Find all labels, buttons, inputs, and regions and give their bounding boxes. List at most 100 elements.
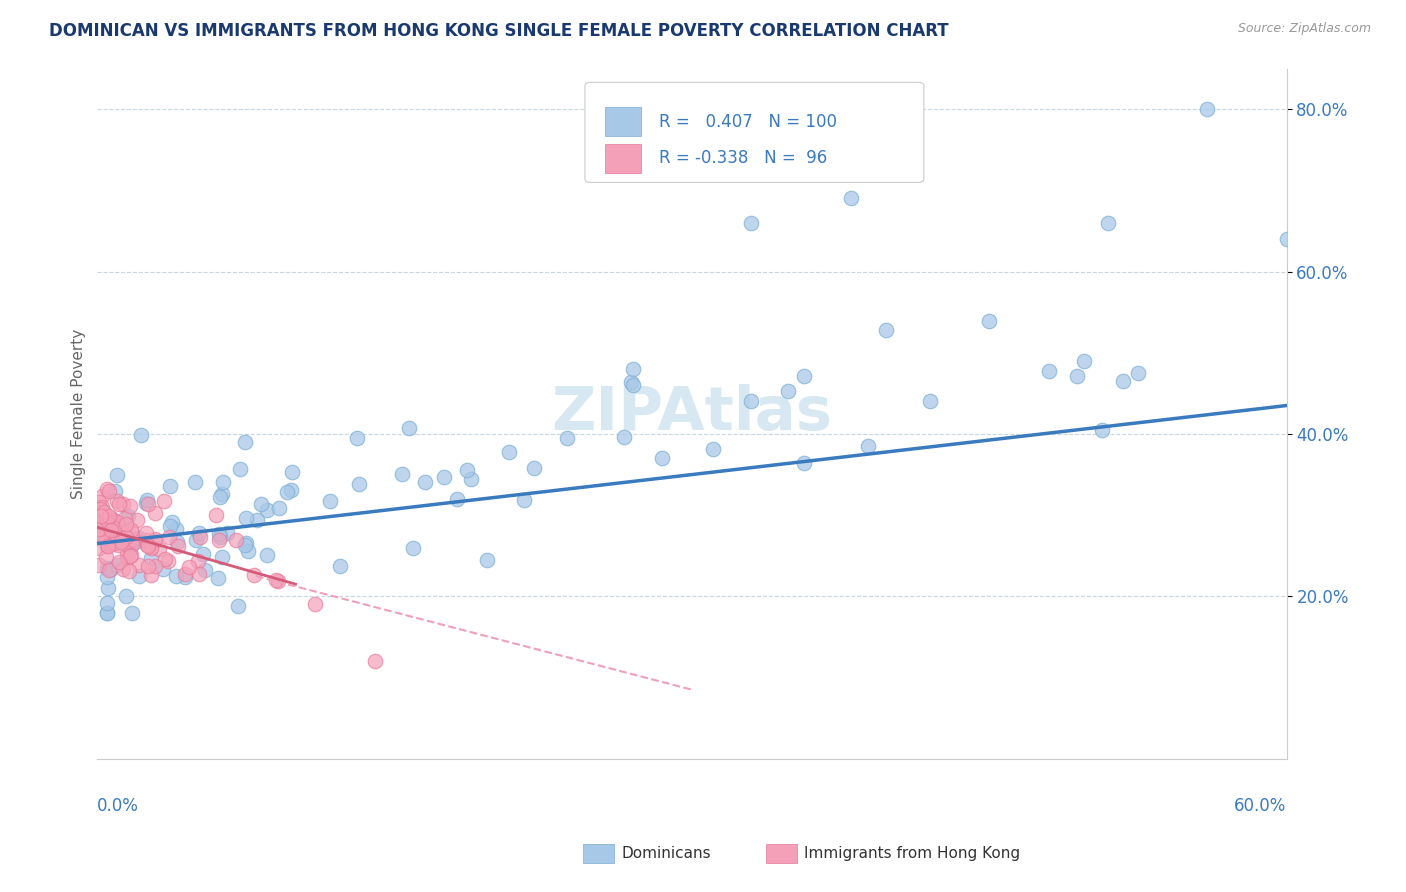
Point (89, 503, 111, 517)
Point (118, 499, 141, 513)
Point (208, 490, 231, 504)
Point (89, 520, 111, 534)
Point (456, 463, 478, 477)
Point (460, 472, 482, 486)
Point (1197, 102, 1219, 116)
Point (107, 538, 129, 552)
Point (110, 534, 132, 549)
Point (174, 566, 197, 581)
Point (93, 505, 115, 519)
Point (211, 549, 233, 564)
Point (121, 537, 143, 551)
Point (778, 384, 800, 399)
Point (153, 552, 176, 566)
FancyBboxPatch shape (585, 82, 924, 182)
Point (432, 470, 454, 484)
Point (228, 462, 250, 476)
Point (267, 501, 290, 516)
Point (165, 568, 187, 582)
Point (159, 479, 181, 493)
Point (243, 568, 266, 582)
Point (96, 570, 118, 584)
Point (276, 485, 298, 500)
Point (702, 442, 724, 456)
Point (475, 553, 498, 567)
Point (1097, 216, 1119, 230)
Point (159, 518, 181, 533)
Point (446, 491, 468, 506)
Text: R =   0.407   N = 100: R = 0.407 N = 100 (658, 112, 837, 130)
Point (94, 531, 117, 545)
Point (136, 497, 159, 511)
Point (104, 532, 127, 546)
Point (96, 538, 118, 552)
Point (89, 515, 111, 529)
Point (117, 537, 139, 551)
Point (651, 451, 673, 466)
Point (96, 606, 118, 620)
Point (205, 508, 228, 523)
Point (101, 513, 124, 527)
Point (153, 493, 176, 508)
Point (100, 510, 122, 524)
Point (256, 548, 278, 562)
Text: DOMINICAN VS IMMIGRANTS FROM HONG KONG SINGLE FEMALE POVERTY CORRELATION CHART: DOMINICAN VS IMMIGRANTS FROM HONG KONG S… (49, 22, 949, 40)
Point (111, 523, 134, 537)
Point (136, 558, 159, 573)
Point (188, 526, 211, 541)
Point (143, 506, 166, 520)
Point (856, 439, 879, 453)
Point (188, 566, 211, 581)
Point (121, 532, 143, 546)
Point (1112, 374, 1135, 388)
Point (90, 501, 112, 516)
Point (398, 421, 420, 435)
Point (115, 589, 138, 603)
Point (226, 599, 249, 613)
Point (97, 539, 120, 553)
Point (89, 515, 111, 529)
Point (96, 606, 118, 620)
Point (839, 191, 862, 205)
Point (318, 493, 340, 508)
Point (115, 516, 138, 531)
Point (208, 533, 231, 547)
Point (114, 510, 136, 524)
Point (117, 546, 139, 560)
Point (103, 515, 125, 529)
Point (135, 533, 157, 547)
Text: Immigrants from Hong Kong: Immigrants from Hong Kong (804, 847, 1021, 861)
Point (621, 378, 644, 392)
Point (184, 475, 207, 489)
Point (211, 475, 233, 489)
Point (117, 508, 139, 523)
Point (135, 496, 157, 510)
Point (97, 509, 120, 524)
Point (115, 551, 138, 566)
Point (135, 539, 157, 553)
Point (740, 394, 762, 409)
Point (143, 559, 166, 574)
Point (793, 456, 815, 470)
Point (179, 560, 201, 574)
Point (1073, 354, 1095, 368)
Point (89, 541, 111, 555)
Point (103, 535, 125, 549)
Point (209, 530, 232, 544)
Point (96, 596, 118, 610)
Point (498, 445, 520, 459)
Point (402, 541, 425, 556)
Point (103, 521, 125, 535)
Point (129, 428, 152, 442)
Point (96, 482, 118, 496)
Point (281, 465, 304, 479)
Point (250, 497, 273, 511)
Point (979, 313, 1001, 327)
Point (267, 574, 290, 588)
Point (152, 562, 174, 576)
Point (127, 513, 149, 527)
Point (208, 526, 231, 541)
Point (120, 542, 142, 557)
Point (115, 530, 138, 544)
Point (190, 530, 212, 544)
